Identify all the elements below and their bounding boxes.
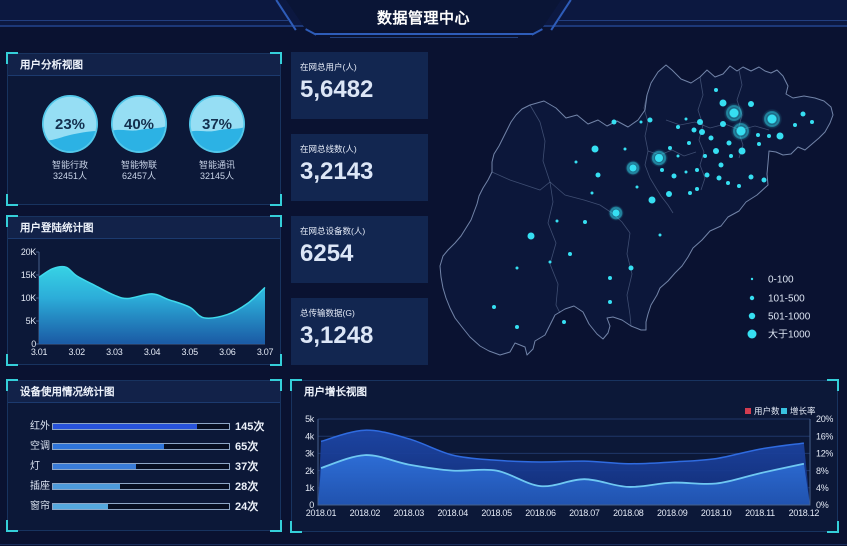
svg-text:3.01: 3.01 bbox=[31, 347, 48, 357]
svg-text:2018.01: 2018.01 bbox=[306, 508, 337, 518]
svg-text:15K: 15K bbox=[21, 270, 36, 280]
svg-text:2018.02: 2018.02 bbox=[350, 508, 381, 518]
svg-text:2018.03: 2018.03 bbox=[394, 508, 425, 518]
svg-text:3k: 3k bbox=[305, 449, 315, 459]
svg-text:0%: 0% bbox=[816, 500, 829, 510]
svg-text:增长率: 增长率 bbox=[790, 406, 816, 416]
svg-text:大于1000: 大于1000 bbox=[768, 328, 811, 341]
svg-text:16%: 16% bbox=[816, 431, 833, 441]
svg-text:3.05: 3.05 bbox=[182, 347, 199, 357]
svg-text:2018.07: 2018.07 bbox=[569, 508, 600, 518]
svg-text:3.02: 3.02 bbox=[69, 347, 86, 357]
svg-text:37%: 37% bbox=[202, 116, 232, 133]
svg-text:2018.10: 2018.10 bbox=[701, 508, 732, 518]
svg-text:4%: 4% bbox=[816, 483, 829, 493]
svg-text:5K: 5K bbox=[26, 316, 37, 326]
svg-text:2018.04: 2018.04 bbox=[437, 508, 468, 518]
svg-text:2018.05: 2018.05 bbox=[481, 508, 512, 518]
svg-text:1k: 1k bbox=[305, 483, 315, 493]
svg-text:501-1000: 501-1000 bbox=[768, 312, 811, 323]
svg-text:2018.11: 2018.11 bbox=[745, 508, 775, 518]
svg-text:0: 0 bbox=[309, 500, 314, 510]
svg-text:用户数: 用户数 bbox=[754, 406, 780, 416]
svg-text:2018.06: 2018.06 bbox=[525, 508, 556, 518]
svg-text:3.04: 3.04 bbox=[144, 347, 161, 357]
svg-text:23%: 23% bbox=[55, 116, 85, 133]
svg-text:40%: 40% bbox=[124, 116, 154, 133]
svg-text:2018.12: 2018.12 bbox=[789, 508, 820, 518]
svg-text:5k: 5k bbox=[305, 414, 315, 424]
svg-text:4k: 4k bbox=[305, 431, 315, 441]
svg-text:0-100: 0-100 bbox=[768, 275, 794, 286]
svg-text:2018.09: 2018.09 bbox=[657, 508, 688, 518]
svg-text:0: 0 bbox=[31, 339, 36, 349]
svg-text:12%: 12% bbox=[816, 449, 833, 459]
svg-text:20K: 20K bbox=[21, 247, 36, 257]
svg-text:2k: 2k bbox=[305, 466, 315, 476]
svg-text:20%: 20% bbox=[816, 414, 833, 424]
svg-text:2018.08: 2018.08 bbox=[613, 508, 644, 518]
svg-text:3.07: 3.07 bbox=[257, 347, 274, 357]
svg-text:8%: 8% bbox=[816, 466, 829, 476]
svg-text:3.06: 3.06 bbox=[219, 347, 236, 357]
svg-text:10K: 10K bbox=[21, 293, 36, 303]
svg-text:3.03: 3.03 bbox=[106, 347, 123, 357]
svg-text:101-500: 101-500 bbox=[768, 294, 805, 305]
